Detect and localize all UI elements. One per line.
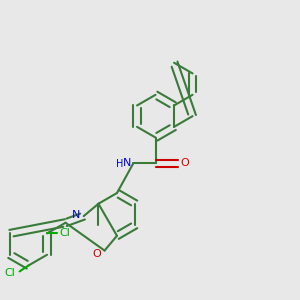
Text: N: N <box>122 158 131 168</box>
Text: H: H <box>116 159 124 169</box>
Text: N: N <box>72 210 80 220</box>
Text: O: O <box>180 158 189 168</box>
Text: O: O <box>93 248 102 259</box>
Text: Cl: Cl <box>59 228 70 239</box>
Text: Cl: Cl <box>4 268 15 278</box>
